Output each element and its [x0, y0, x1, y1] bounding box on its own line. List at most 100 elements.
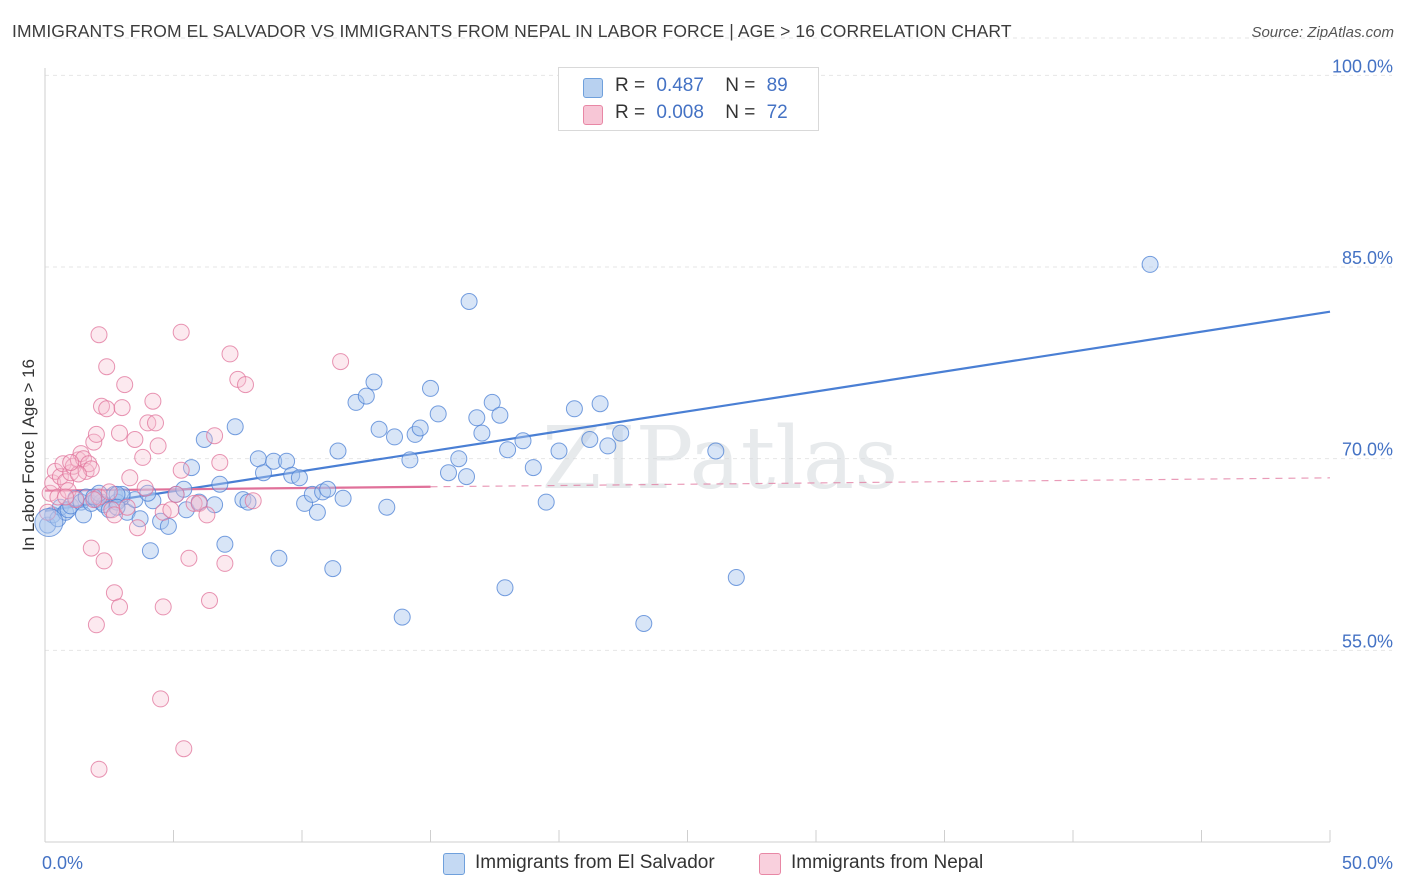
- data-point-el-salvador: [550, 442, 568, 460]
- data-point-el-salvador: [139, 484, 157, 502]
- data-point-nepal: [100, 483, 118, 501]
- data-point-nepal: [172, 461, 190, 479]
- x-tick-label: 50.0%: [1342, 853, 1393, 873]
- data-point-nepal: [82, 539, 100, 557]
- data-point-el-salvador: [496, 579, 514, 597]
- data-point-el-salvador: [324, 560, 342, 578]
- data-point-nepal: [216, 554, 234, 572]
- data-point-el-salvador: [334, 489, 352, 507]
- data-point-nepal: [111, 424, 128, 442]
- data-point-el-salvador: [473, 424, 491, 442]
- data-point-el-salvador: [422, 379, 439, 397]
- data-point-el-salvador: [270, 549, 288, 567]
- data-point-nepal: [206, 427, 224, 445]
- data-point-nepal: [201, 592, 218, 609]
- data-point-nepal: [98, 358, 116, 376]
- data-point-el-salvador: [483, 393, 501, 411]
- data-point-el-salvador: [411, 419, 429, 437]
- data-point-el-salvador: [393, 608, 411, 626]
- data-point-el-salvador: [365, 373, 383, 391]
- data-point-nepal: [62, 454, 80, 471]
- source-credit: Source: ZipAtlas.com: [1251, 24, 1394, 41]
- gridlines: [45, 37, 1392, 651]
- data-point-nepal: [85, 491, 103, 509]
- data-point-nepal: [211, 454, 229, 471]
- trend-line-nepal: [44, 485, 431, 492]
- data-point-el-salvador: [290, 469, 308, 487]
- data-point-nepal: [67, 491, 85, 509]
- data-point-nepal: [152, 690, 170, 708]
- data-point-el-salvador: [278, 452, 296, 470]
- data-point-el-salvador: [265, 452, 283, 470]
- data-point-el-salvador: [308, 503, 326, 521]
- data-point-nepal: [90, 488, 108, 506]
- data-point-el-salvador: [378, 498, 396, 516]
- data-point-nepal: [80, 455, 98, 473]
- watermark: ZIPatlas: [542, 409, 898, 509]
- data-point-nepal: [126, 431, 144, 448]
- data-point-el-salvador: [491, 406, 509, 424]
- data-point-el-salvador: [159, 517, 177, 535]
- data-point-el-salvador: [599, 437, 617, 455]
- legend-swatch-el-salvador: [583, 78, 603, 98]
- data-point-el-salvador: [216, 535, 234, 553]
- legend-n-label: N =: [725, 102, 756, 123]
- y-tick-label: 55.0%: [1342, 631, 1393, 651]
- data-point-nepal: [105, 506, 123, 524]
- data-point-el-salvador: [458, 468, 475, 486]
- data-point-el-salvador: [537, 493, 555, 511]
- data-point-el-salvador: [707, 442, 725, 460]
- data-point-el-salvador: [303, 485, 321, 503]
- trend-lines: [44, 310, 1331, 513]
- correlation-legend: R = 0.487 N = 89 R = 0.008 N = 72: [558, 67, 819, 131]
- trend-extension-nepal: [430, 477, 1331, 488]
- data-point-nepal: [180, 549, 198, 567]
- data-point-nepal: [221, 345, 239, 363]
- data-point-nepal: [147, 414, 164, 432]
- data-point-el-salvador: [565, 400, 583, 418]
- tick-labels: 55.0% 70.0% 85.0% 100.0% 0.0% 50.0%: [42, 56, 1393, 873]
- data-point-el-salvador: [183, 459, 200, 477]
- data-point-nepal: [90, 326, 108, 344]
- data-point-el-salvador: [386, 428, 403, 446]
- data-point-nepal: [95, 552, 113, 570]
- data-point-el-salvador: [450, 450, 468, 468]
- data-point-nepal: [144, 392, 162, 410]
- data-point-nepal: [237, 376, 254, 394]
- data-point-nepal: [116, 376, 134, 394]
- data-point-el-salvador: [591, 395, 609, 413]
- data-point-el-salvador: [329, 442, 347, 460]
- data-point-el-salvador: [226, 418, 244, 436]
- y-tick-label: 85.0%: [1342, 248, 1393, 268]
- data-point-nepal: [172, 323, 190, 341]
- data-point-el-salvador: [727, 569, 745, 586]
- data-point-el-salvador: [612, 424, 630, 442]
- data-point-nepal: [198, 506, 216, 524]
- data-point-el-salvador: [211, 475, 229, 493]
- legend-r-value: 0.008: [656, 102, 704, 123]
- data-point-nepal: [167, 485, 185, 503]
- data-point-nepal: [118, 498, 136, 516]
- data-point-el-salvador: [429, 405, 447, 423]
- legend-swatch-nepal: [583, 105, 603, 125]
- y-tick-label: 70.0%: [1342, 440, 1393, 460]
- data-point-el-salvador: [581, 431, 599, 448]
- legend-r-label: R =: [615, 102, 646, 123]
- data-point-el-salvador: [370, 420, 388, 438]
- y-axis-label: In Labor Force | Age > 16: [19, 359, 38, 551]
- data-point-nepal: [90, 760, 108, 778]
- data-point-el-salvador: [1141, 255, 1159, 273]
- legend-label-el-salvador: Immigrants from El Salvador: [475, 852, 715, 873]
- data-point-el-salvador: [34, 508, 64, 538]
- legend-n-value: 89: [766, 75, 788, 96]
- legend-n-label: N =: [725, 75, 756, 96]
- data-point-el-salvador: [401, 451, 419, 469]
- data-point-nepal: [162, 501, 180, 519]
- data-point-nepal: [51, 468, 69, 486]
- data-point-el-salvador: [460, 293, 478, 310]
- data-point-el-salvador: [347, 393, 365, 411]
- chart-title: IMMIGRANTS FROM EL SALVADOR VS IMMIGRANT…: [12, 21, 1012, 41]
- legend-r-label: R =: [615, 75, 646, 96]
- data-point-nepal: [98, 400, 116, 418]
- trend-line-el-salvador: [44, 310, 1331, 513]
